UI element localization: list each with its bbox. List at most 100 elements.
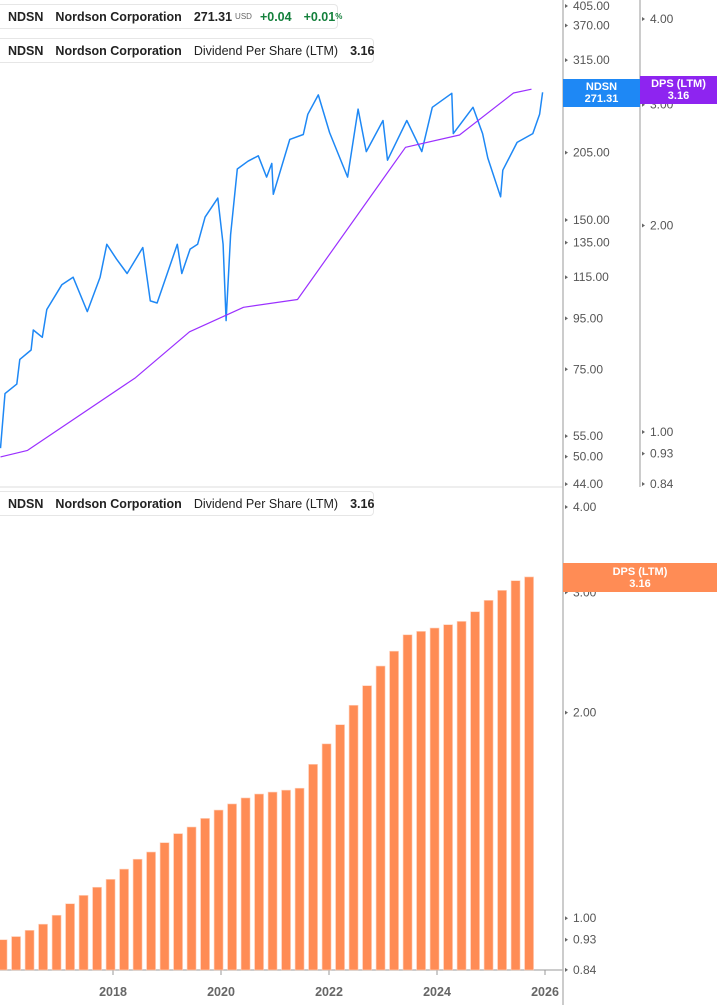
price-tick-label: 150.00	[573, 213, 610, 227]
dps-badge-value: 3.16	[667, 90, 690, 102]
dps-bar	[321, 743, 332, 971]
price-tick-mark	[565, 482, 568, 487]
dps-tick-label: 4.00	[650, 12, 674, 26]
dps-badge-value: 3.16	[629, 577, 651, 590]
price-badge-label: NDSN	[585, 81, 618, 93]
price-tick-label: 405.00	[573, 0, 610, 13]
bottom-dps-tick-label: 1.00	[573, 911, 597, 925]
price-tick-mark	[565, 454, 568, 459]
dps-bar	[11, 936, 21, 971]
dps-tick-label: 2.00	[650, 219, 674, 233]
dps-bar	[483, 600, 494, 971]
price-tick-mark	[565, 316, 568, 321]
dps-bar	[456, 621, 467, 971]
price-tick-label: 95.00	[573, 311, 603, 325]
dps-bar	[443, 624, 453, 971]
dps-bar	[308, 764, 318, 971]
x-tick-label: 2020	[207, 985, 235, 999]
dps-bar	[524, 576, 534, 971]
dps-bar	[65, 903, 75, 971]
dps-tick-label: 0.93	[650, 447, 674, 461]
bottom-dps-tick-label: 0.84	[573, 963, 597, 977]
price-badge-value: 271.31	[584, 93, 619, 105]
legend-currency: USD	[235, 12, 252, 21]
dps-bar	[38, 923, 48, 971]
dps-tick-mark	[642, 481, 645, 486]
price-badge: NDSN 271.31	[563, 79, 640, 107]
dps-bar	[470, 611, 480, 971]
dps-bar	[510, 580, 521, 971]
legend-change-pct: +0.01	[303, 9, 336, 24]
dps-bar	[254, 793, 264, 971]
price-tick-mark	[565, 150, 568, 155]
dps-bar	[348, 704, 359, 971]
dps-badge-bottom: DPS (LTM) 3.16	[563, 563, 717, 592]
legend-ticker: NDSN	[8, 496, 44, 511]
dps-bar	[159, 842, 170, 971]
dps-bar	[362, 685, 372, 971]
bottom-dps-tick-mark	[565, 967, 568, 972]
dps-bar	[227, 803, 237, 971]
bottom-dps-tick-mark	[565, 505, 568, 509]
dps-bar	[375, 665, 386, 971]
price-tick-label: 370.00	[573, 18, 610, 32]
price-tick-label: 55.00	[573, 429, 603, 443]
dps-legend-top[interactable]: NDSN Nordson Corporation Dividend Per Sh…	[0, 38, 374, 63]
legend-change: +0.04	[259, 9, 292, 24]
price-tick-mark	[565, 217, 568, 222]
legend-value: 3.16	[350, 43, 375, 58]
dps-bar	[389, 650, 399, 971]
dps-bar	[267, 791, 278, 971]
dps-bar	[240, 797, 251, 971]
dps-bar	[51, 914, 62, 971]
dps-bar	[0, 939, 8, 971]
dps-tick-label: 1.00	[650, 425, 674, 439]
dps-bar	[429, 627, 440, 971]
x-tick-label: 2024	[423, 985, 451, 999]
dps-tick-mark	[642, 451, 645, 456]
dps-bar	[78, 895, 89, 971]
dps-tick-mark	[642, 223, 645, 228]
legend-company: Nordson Corporation	[55, 496, 182, 511]
dps-bar	[105, 879, 116, 971]
price-tick-label: 315.00	[573, 53, 610, 67]
dps-bar	[402, 634, 413, 971]
price-tick-mark	[565, 367, 568, 372]
x-tick-label: 2018	[99, 985, 127, 999]
dps-bar	[335, 724, 345, 971]
bottom-dps-tick-mark	[565, 710, 568, 715]
price-tick-mark	[565, 4, 568, 8]
legend-value: 3.16	[350, 496, 375, 511]
price-tick-label: 50.00	[573, 450, 603, 464]
legend-ticker: NDSN	[8, 9, 44, 24]
legend-pct-sign: %	[335, 12, 343, 21]
price-tick-mark	[565, 23, 568, 28]
bottom-dps-tick-label: 2.00	[573, 706, 597, 720]
price-tick-label: 44.00	[573, 477, 603, 491]
dps-tick-mark	[642, 430, 645, 435]
price-line	[0, 92, 544, 449]
dps-bar	[416, 631, 426, 971]
price-tick-label: 205.00	[573, 146, 610, 160]
legend-metric: Dividend Per Share (LTM)	[193, 43, 339, 58]
legend-ticker: NDSN	[8, 43, 44, 58]
x-tick-label: 2026	[531, 985, 559, 999]
legend-metric: Dividend Per Share (LTM)	[193, 496, 339, 511]
dps-bar	[146, 851, 156, 971]
price-tick-label: 135.00	[573, 236, 610, 250]
bottom-dps-tick-label: 4.00	[573, 500, 597, 514]
dps-bar	[92, 886, 102, 971]
dps-bar	[294, 787, 305, 971]
dps-legend-bottom[interactable]: NDSN Nordson Corporation Dividend Per Sh…	[0, 491, 374, 516]
dps-bar	[119, 868, 129, 971]
price-legend[interactable]: NDSN Nordson Corporation 271.31 USD +0.0…	[0, 4, 342, 29]
dps-badge-label: DPS (LTM)	[612, 565, 668, 578]
price-tick-mark	[565, 58, 568, 63]
dps-bar	[200, 818, 210, 971]
price-tick-label: 115.00	[573, 270, 609, 284]
dps-tick-label: 0.84	[650, 477, 674, 491]
dps-line	[0, 88, 532, 458]
dps-bar	[281, 789, 291, 971]
dps-bar	[213, 809, 224, 971]
